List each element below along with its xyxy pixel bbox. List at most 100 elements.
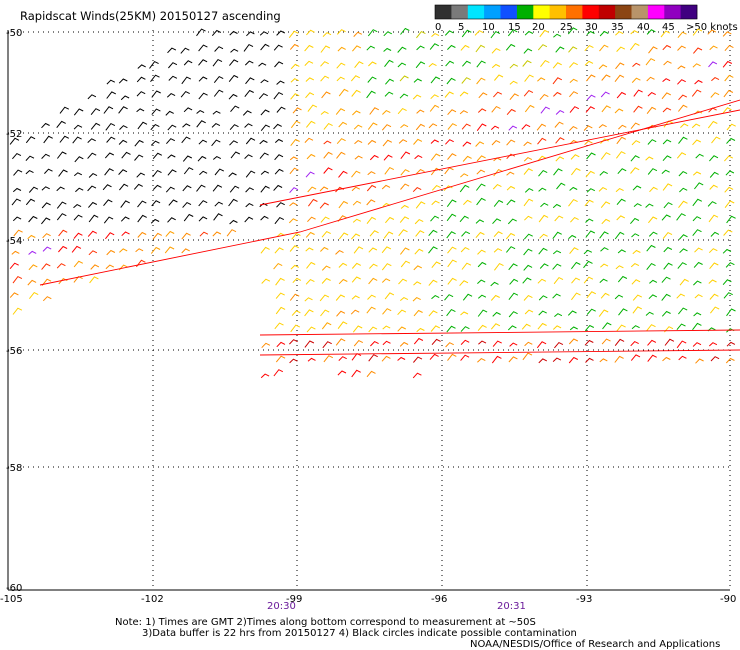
wind-barb bbox=[228, 93, 238, 100]
wind-barb bbox=[553, 33, 562, 38]
wind-barb bbox=[230, 48, 239, 53]
wind-barb bbox=[676, 340, 687, 349]
wind-barb bbox=[616, 215, 626, 221]
wind-barb bbox=[693, 47, 703, 54]
wind-barb bbox=[352, 45, 362, 52]
wind-barb bbox=[601, 74, 611, 81]
wind-barb bbox=[399, 93, 409, 99]
wind-barb bbox=[509, 80, 518, 85]
wind-barb bbox=[119, 125, 128, 130]
legend-label-25: 25 bbox=[560, 22, 573, 33]
wind-barb bbox=[43, 135, 53, 144]
wind-barb bbox=[214, 46, 224, 52]
wind-barb bbox=[137, 214, 147, 223]
wind-barb bbox=[540, 202, 549, 208]
wind-barb bbox=[180, 47, 190, 54]
wind-barb bbox=[506, 185, 516, 191]
wind-barb bbox=[662, 139, 672, 145]
wind-barb bbox=[28, 215, 38, 223]
wind-barb bbox=[676, 293, 686, 299]
wind-barb bbox=[135, 248, 144, 253]
wind-barb bbox=[633, 105, 643, 113]
wind-barb bbox=[276, 202, 285, 208]
wind-barb bbox=[27, 279, 37, 286]
speed-legend: 0 5 10 15 20 25 30 35 40 45 >50 knots bbox=[434, 4, 738, 33]
wind-barb bbox=[509, 278, 519, 285]
wind-barb bbox=[505, 43, 516, 51]
wind-barb bbox=[105, 232, 115, 240]
wind-barb bbox=[382, 325, 391, 330]
wind-barb bbox=[307, 104, 318, 112]
wind-barb bbox=[369, 230, 379, 237]
wind-barb bbox=[289, 187, 299, 194]
wind-barb bbox=[368, 277, 378, 285]
legend-swatch bbox=[467, 5, 485, 19]
wind-barb bbox=[614, 338, 625, 347]
wind-barb bbox=[412, 94, 422, 100]
wind-barb bbox=[553, 91, 562, 97]
wind-barb bbox=[447, 353, 457, 361]
wind-barb bbox=[415, 61, 426, 69]
wind-barb bbox=[413, 356, 423, 363]
lat-label-54: -54 bbox=[6, 236, 22, 247]
wind-barb bbox=[351, 295, 360, 300]
wind-barb bbox=[289, 293, 300, 301]
wind-barb bbox=[661, 293, 671, 301]
wind-barb bbox=[25, 169, 34, 175]
wind-barb bbox=[708, 248, 718, 254]
wind-barb bbox=[556, 182, 566, 190]
wind-barb bbox=[677, 45, 686, 51]
wind-barb bbox=[428, 279, 438, 286]
wind-barb bbox=[726, 137, 736, 144]
wind-barb bbox=[599, 358, 608, 363]
wind-barb bbox=[350, 75, 361, 82]
wind-barb bbox=[352, 110, 361, 116]
wind-barb bbox=[506, 139, 516, 146]
wind-barb bbox=[381, 278, 391, 283]
wind-barb bbox=[586, 291, 597, 299]
wind-barb bbox=[354, 155, 363, 160]
wind-barb bbox=[414, 218, 424, 225]
wind-barb bbox=[493, 91, 503, 98]
wind-barb bbox=[630, 167, 640, 174]
wind-barb bbox=[601, 105, 611, 113]
wind-barb bbox=[552, 203, 562, 209]
legend-swatch bbox=[598, 5, 616, 19]
wind-barb bbox=[319, 294, 330, 302]
wind-barb bbox=[181, 248, 190, 254]
wind-barb bbox=[678, 234, 688, 240]
wind-barb bbox=[648, 216, 658, 224]
wind-barb bbox=[150, 218, 160, 224]
wind-barb bbox=[258, 93, 268, 100]
wind-barb bbox=[645, 58, 656, 66]
wind-barb bbox=[663, 60, 672, 66]
wind-barb bbox=[444, 294, 454, 301]
wind-barb bbox=[166, 92, 176, 98]
wind-barb bbox=[382, 340, 391, 346]
wind-barb bbox=[44, 168, 53, 174]
wind-barb bbox=[600, 292, 610, 299]
wind-barb bbox=[490, 30, 501, 39]
wind-barb bbox=[336, 138, 346, 145]
wind-barb bbox=[305, 278, 315, 285]
wind-barb bbox=[677, 79, 686, 85]
wind-barb bbox=[413, 337, 424, 345]
wind-barb bbox=[586, 74, 596, 82]
wind-barb bbox=[290, 264, 300, 270]
wind-barb bbox=[475, 44, 486, 53]
wind-barb bbox=[290, 324, 301, 333]
wind-barb bbox=[645, 203, 654, 208]
wind-barb bbox=[41, 202, 51, 209]
wind-barb bbox=[384, 166, 395, 175]
lon-label-93: -93 bbox=[576, 594, 592, 605]
wind-barb bbox=[320, 61, 329, 67]
wind-barb bbox=[167, 154, 176, 159]
wind-barb bbox=[585, 230, 596, 238]
wind-barb bbox=[245, 170, 256, 178]
wind-barb bbox=[42, 246, 52, 252]
wind-barb bbox=[552, 77, 563, 85]
wind-barb bbox=[616, 91, 627, 99]
wind-barb bbox=[399, 297, 409, 301]
wind-barb bbox=[693, 312, 702, 317]
wind-barb bbox=[431, 261, 441, 269]
